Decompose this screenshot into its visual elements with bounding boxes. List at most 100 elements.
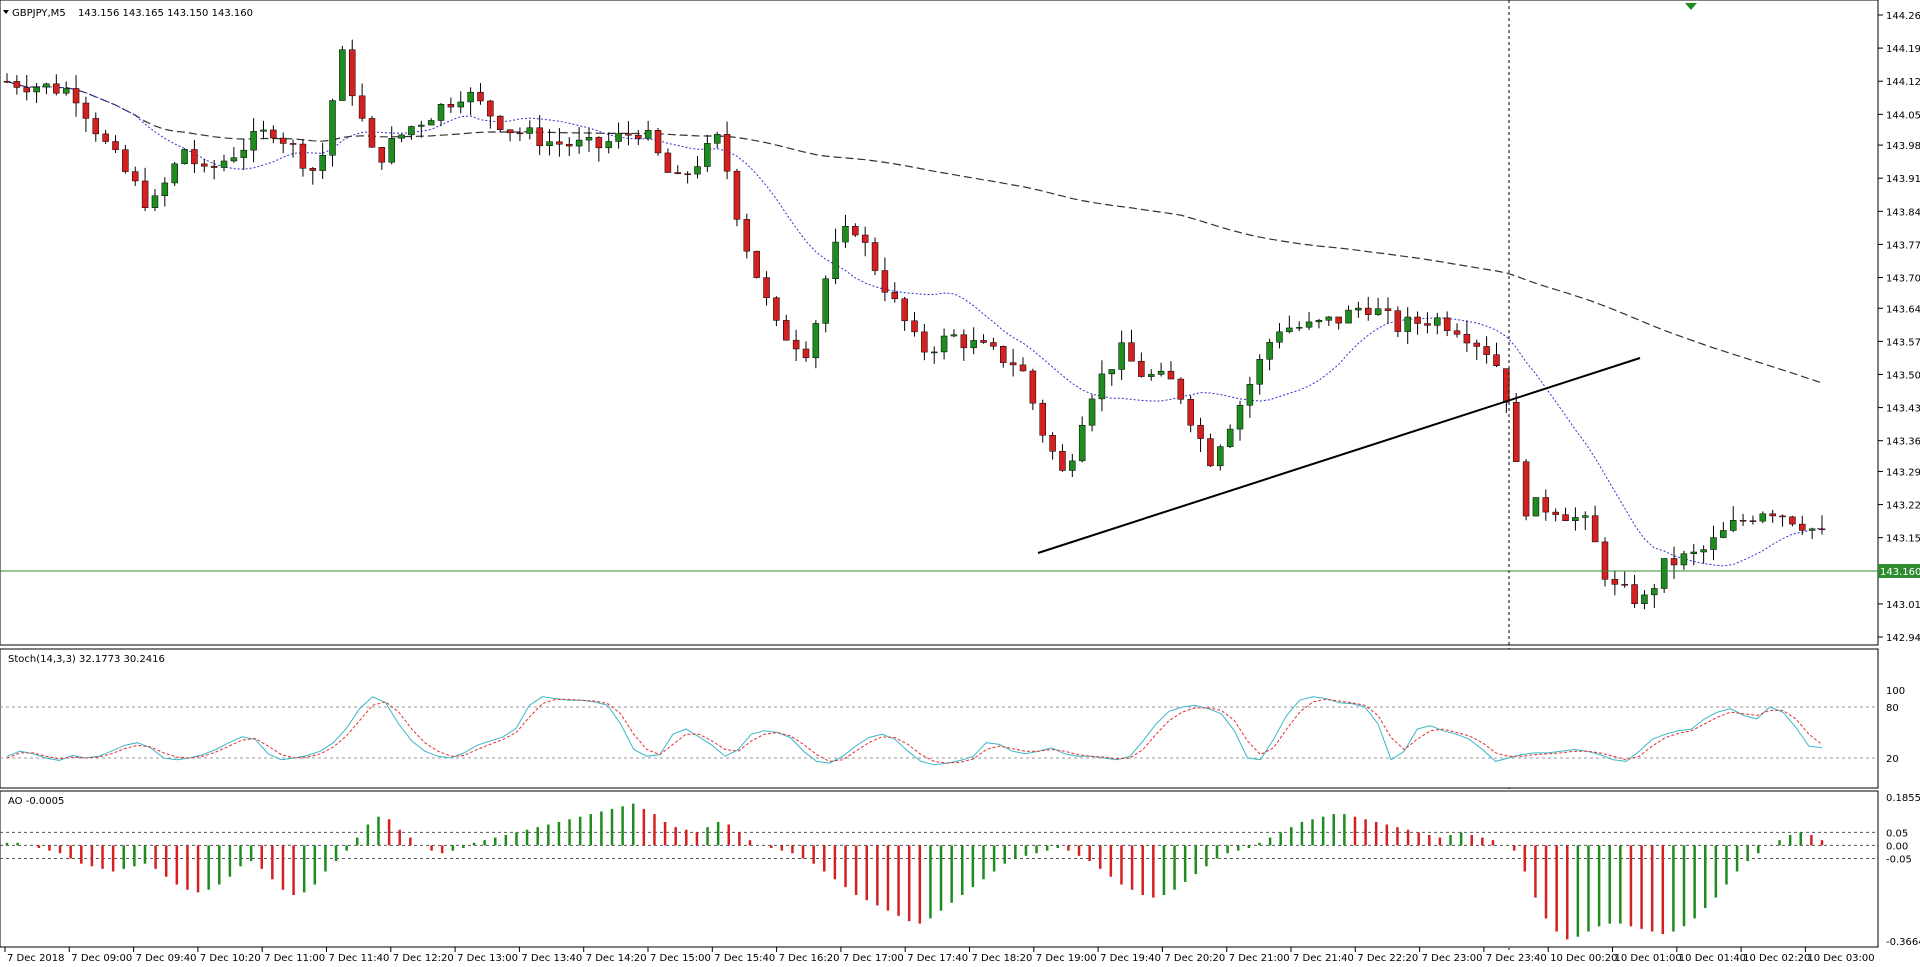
candle-body bbox=[1631, 584, 1638, 604]
candle-body bbox=[319, 155, 326, 171]
candle-body bbox=[664, 152, 672, 173]
candle-body bbox=[299, 143, 307, 169]
ma-fast-line bbox=[6, 80, 1823, 567]
price-tick-label: 144.190 bbox=[1886, 44, 1920, 55]
candle-body bbox=[773, 297, 780, 321]
candle-body bbox=[694, 166, 701, 175]
candle-body bbox=[230, 157, 238, 162]
candle-body bbox=[783, 320, 790, 341]
candle-body bbox=[871, 242, 879, 271]
stochastic-panel: 100 80 20 Stoch(14,3,3) 32.1773 30.2416 bbox=[0, 648, 1905, 789]
symbol-label: GBPJPY,M5 bbox=[12, 8, 66, 19]
candle-body bbox=[1483, 346, 1490, 355]
ao-tick-label: 0.1855 bbox=[1886, 793, 1920, 804]
ao-tick-label: -0.3664 bbox=[1886, 937, 1920, 948]
candle-body bbox=[1641, 594, 1648, 604]
candle-body bbox=[329, 100, 336, 156]
candle-body bbox=[201, 163, 208, 167]
candle-body bbox=[911, 320, 918, 333]
candle-body bbox=[1789, 516, 1796, 525]
time-tick-label: 7 Dec 13:40 bbox=[521, 953, 582, 964]
candle-body bbox=[250, 131, 257, 151]
price-tick-label: 143.500 bbox=[1886, 370, 1920, 381]
candle-body bbox=[131, 171, 139, 182]
candle-body bbox=[122, 149, 129, 172]
time-tick-label: 7 Dec 14:20 bbox=[586, 953, 647, 964]
candle-body bbox=[704, 143, 711, 167]
time-tick-label: 7 Dec 19:00 bbox=[1036, 953, 1097, 964]
price-tick-label: 143.225 bbox=[1886, 501, 1920, 512]
candle-body bbox=[1424, 323, 1431, 326]
candle-body bbox=[536, 127, 543, 147]
candle-body bbox=[1108, 369, 1116, 375]
time-tick-label: 7 Dec 16:20 bbox=[779, 953, 840, 964]
candle-body bbox=[161, 182, 169, 197]
candle-body bbox=[566, 143, 573, 147]
price-axis: 144.260 144.190 144.120 144.050 143.985 143.9… bbox=[1878, 11, 1920, 644]
time-tick-label: 10 Dec 02:20 bbox=[1743, 953, 1810, 964]
ao-tick-label: -0.05 bbox=[1886, 854, 1912, 865]
candle-body bbox=[240, 149, 247, 158]
candle-body bbox=[1128, 342, 1135, 362]
candle-body bbox=[467, 91, 474, 103]
candle-body bbox=[1749, 520, 1757, 522]
candle-body bbox=[1019, 364, 1027, 372]
candle-body bbox=[53, 83, 60, 94]
candle-body bbox=[674, 172, 682, 175]
candle-body bbox=[1138, 360, 1145, 377]
candle-body bbox=[921, 331, 928, 353]
candle-body bbox=[1512, 402, 1520, 462]
time-tick-label: 7 Dec 13:00 bbox=[457, 953, 518, 964]
dropdown-icon[interactable] bbox=[3, 10, 9, 14]
candle-body bbox=[1404, 316, 1411, 332]
candle-body bbox=[852, 226, 859, 236]
candle-body bbox=[1651, 588, 1658, 596]
price-tick-label: 144.050 bbox=[1886, 110, 1920, 121]
candle-body bbox=[270, 129, 277, 139]
candle-body bbox=[1720, 530, 1727, 538]
candle-body bbox=[556, 141, 563, 145]
candle-body bbox=[940, 335, 948, 353]
price-tick-label: 143.570 bbox=[1886, 337, 1920, 348]
candle-body bbox=[1059, 451, 1066, 471]
candle-body bbox=[398, 134, 405, 139]
candle-body bbox=[881, 270, 889, 293]
candle-body bbox=[1443, 317, 1451, 331]
time-tick-label: 7 Dec 19:40 bbox=[1100, 953, 1161, 964]
candle-body bbox=[1414, 316, 1421, 324]
candle-body bbox=[1572, 517, 1579, 521]
candle-body bbox=[615, 133, 622, 142]
candle-body bbox=[151, 195, 159, 208]
candle-body bbox=[1384, 308, 1392, 311]
candle-body bbox=[713, 134, 721, 144]
candle-body bbox=[33, 86, 40, 93]
candle-body bbox=[289, 143, 297, 145]
candle-body bbox=[1759, 513, 1767, 522]
candle-body bbox=[92, 118, 100, 135]
candle-body bbox=[842, 226, 849, 243]
candle-body bbox=[1779, 515, 1786, 518]
candle-body bbox=[595, 137, 603, 149]
candle-body bbox=[930, 351, 938, 354]
candle-body bbox=[181, 149, 188, 165]
candle-body bbox=[260, 129, 267, 132]
time-tick-label: 7 Dec 15:40 bbox=[714, 953, 775, 964]
candle-body bbox=[763, 277, 770, 299]
candle-body bbox=[1690, 551, 1698, 554]
candle-body bbox=[1286, 327, 1293, 333]
time-tick-label: 7 Dec 11:40 bbox=[329, 953, 390, 964]
candle-body bbox=[1670, 558, 1678, 566]
price-tick-label: 143.015 bbox=[1886, 600, 1920, 611]
candle-body bbox=[625, 133, 632, 136]
price-tick-label: 142.945 bbox=[1886, 633, 1920, 644]
candle-body bbox=[980, 340, 987, 343]
time-tick-label: 10 Dec 01:00 bbox=[1615, 953, 1682, 964]
candle-body bbox=[506, 129, 514, 134]
ao-label: AO -0.0005 bbox=[8, 796, 64, 807]
stochastic-label: Stoch(14,3,3) 32.1773 30.2416 bbox=[8, 654, 165, 665]
candle-body bbox=[1680, 553, 1688, 566]
candle-body bbox=[654, 129, 662, 154]
time-tick-label: 7 Dec 23:00 bbox=[1422, 953, 1483, 964]
current-price-label: 143.160 bbox=[1880, 567, 1920, 578]
